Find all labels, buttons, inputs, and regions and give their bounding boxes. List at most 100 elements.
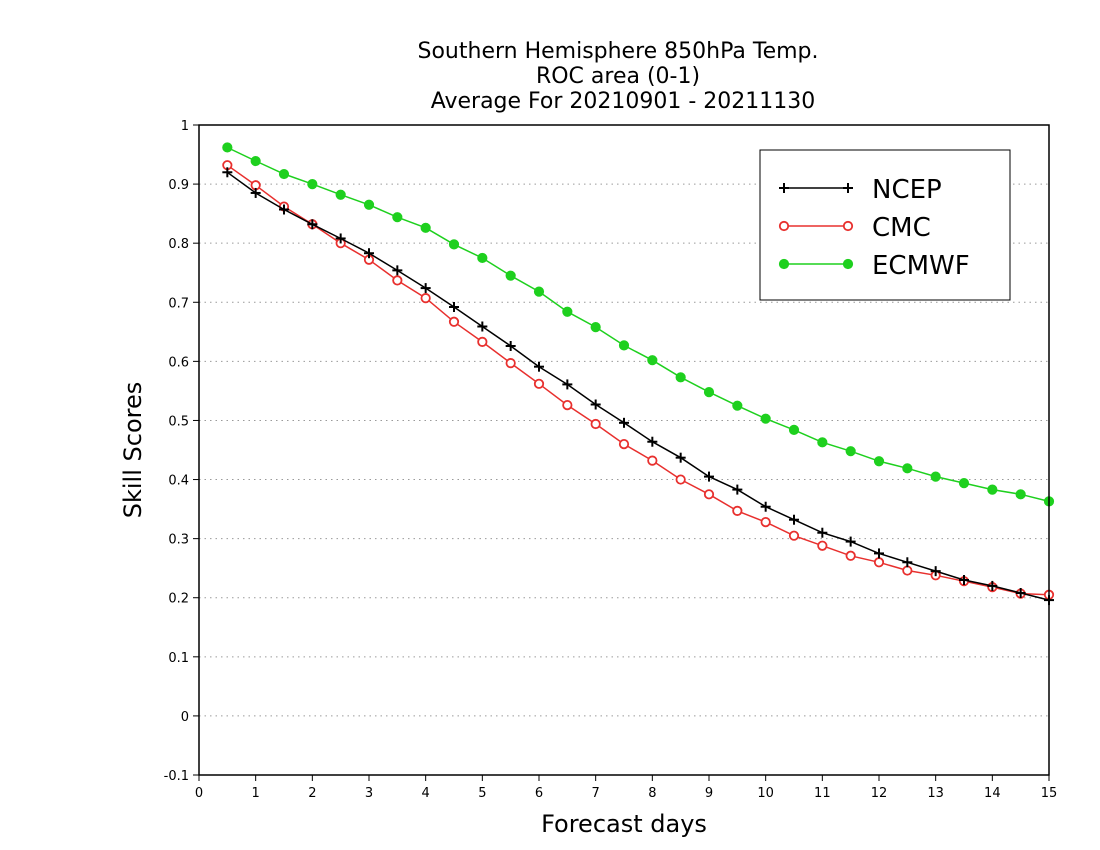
data-point-ncep <box>420 283 431 294</box>
legend-marker <box>843 183 853 193</box>
data-point-ecmwf <box>647 355 658 366</box>
y-tick-label: 0.3 <box>168 533 189 548</box>
data-point-ncep <box>222 167 233 178</box>
data-point-ncep <box>1015 588 1026 598</box>
data-point-ecmwf <box>873 456 885 467</box>
data-point-ncep <box>335 233 346 244</box>
x-tick-label: 14 <box>984 786 1001 801</box>
data-point-ecmwf <box>363 199 375 210</box>
data-point-ncep <box>477 321 488 332</box>
legend-marker <box>778 220 790 232</box>
data-point-ncep <box>845 536 856 547</box>
data-point-ncep <box>619 417 629 428</box>
data-point-ncep <box>364 248 374 259</box>
data-point-ecmwf <box>392 212 403 223</box>
data-point-cmc <box>420 293 431 304</box>
data-point-cmc <box>732 505 743 516</box>
y-tick-label: 0.4 <box>168 474 189 489</box>
legend-item-ecmwf: ECMWF <box>778 251 970 281</box>
data-point-ncep <box>902 557 913 568</box>
chart-title-line-3: Average For 20210901 - 20211130 <box>431 89 816 114</box>
y-tick-label: 0.8 <box>168 237 189 252</box>
x-tick-label: 8 <box>648 786 656 801</box>
data-point-ncep <box>392 265 403 276</box>
x-axis: 0 1 2 3 4 5 6 7 8 9 10 11 12 13 14 15 <box>195 775 1057 801</box>
series-line-ncep <box>226 171 1050 601</box>
legend-marker <box>842 220 854 232</box>
data-point-ecmwf <box>307 178 318 190</box>
data-point-cmc <box>477 336 488 347</box>
x-tick-label: 4 <box>422 786 430 801</box>
data-point-ecmwf <box>278 168 290 180</box>
y-tick-label: 0.9 <box>168 178 189 193</box>
data-point-cmc <box>533 378 545 389</box>
data-point-ncep <box>959 575 969 585</box>
x-tick-label: 9 <box>705 786 713 801</box>
data-point-cmc <box>760 516 771 528</box>
legend-label: ECMWF <box>872 251 970 281</box>
y-tick-label: 0.5 <box>168 414 189 429</box>
data-point-ecmwf <box>902 463 913 474</box>
data-point-ncep <box>562 379 573 390</box>
data-point-ncep <box>590 399 601 410</box>
data-point-cmc <box>675 474 686 485</box>
data-point-cmc <box>788 530 800 541</box>
y-tick-label: 0.6 <box>168 355 189 370</box>
legend-marker <box>842 258 854 270</box>
data-point-ecmwf <box>732 400 743 411</box>
chart-title-line-2: ROC area (0-1) <box>536 64 700 89</box>
data-point-ncep <box>505 341 516 351</box>
y-tick-label: 0 <box>181 710 189 725</box>
data-point-ecmwf <box>703 386 715 398</box>
data-point-ecmwf <box>562 306 573 317</box>
data-point-ecmwf <box>788 424 800 436</box>
legend-box <box>759 149 1011 301</box>
data-point-ecmwf <box>817 437 828 448</box>
y-tick-label: -0.1 <box>164 769 189 784</box>
data-point-cmc <box>817 540 828 551</box>
series-lines <box>222 142 1055 606</box>
plot-frame <box>198 124 1050 776</box>
data-point-cmc <box>448 316 460 327</box>
y-axis-label: Skill Scores <box>119 382 147 519</box>
legend: NCEP CMC ECMWF <box>759 149 1011 301</box>
data-point-cmc <box>647 455 658 466</box>
y-tick-label: 0.1 <box>168 651 189 666</box>
x-tick-label: 13 <box>927 786 944 801</box>
data-point-cmc <box>618 438 630 450</box>
data-point-ncep <box>307 219 318 230</box>
data-point-ecmwf <box>222 142 233 153</box>
series-ecmwf <box>222 142 1055 507</box>
data-point-ncep <box>760 501 771 512</box>
legend-item-ncep: NCEP <box>779 175 942 205</box>
series-cmc <box>222 160 1055 600</box>
x-tick-label: 2 <box>308 786 316 801</box>
x-tick-label: 6 <box>535 786 543 801</box>
data-point-cmc <box>845 550 856 561</box>
data-point-ecmwf <box>448 239 460 250</box>
data-point-cmc <box>505 358 516 369</box>
chart-title-line-1: Southern Hemisphere 850hPa Temp. <box>418 39 819 64</box>
data-point-ncep <box>449 302 459 312</box>
data-point-ncep <box>704 471 714 482</box>
data-point-ecmwf <box>420 222 431 233</box>
x-tick-label: 3 <box>365 786 373 801</box>
x-tick-label: 11 <box>814 786 831 801</box>
legend-marker <box>778 258 790 270</box>
y-tick-label: 0.2 <box>168 592 189 607</box>
x-tick-label: 5 <box>478 786 486 801</box>
legend-label: CMC <box>872 213 931 243</box>
data-point-ecmwf <box>250 155 261 167</box>
x-tick-label: 12 <box>871 786 888 801</box>
data-point-ncep <box>987 580 998 591</box>
data-point-ecmwf <box>335 189 346 200</box>
data-point-ncep <box>675 452 686 463</box>
data-point-cmc <box>392 275 403 286</box>
data-point-ncep <box>789 514 799 525</box>
data-point-cmc <box>902 565 913 576</box>
x-tick-label: 0 <box>195 786 203 801</box>
x-tick-label: 7 <box>592 786 600 801</box>
data-point-ncep <box>930 566 941 577</box>
data-point-cmc <box>590 418 601 430</box>
